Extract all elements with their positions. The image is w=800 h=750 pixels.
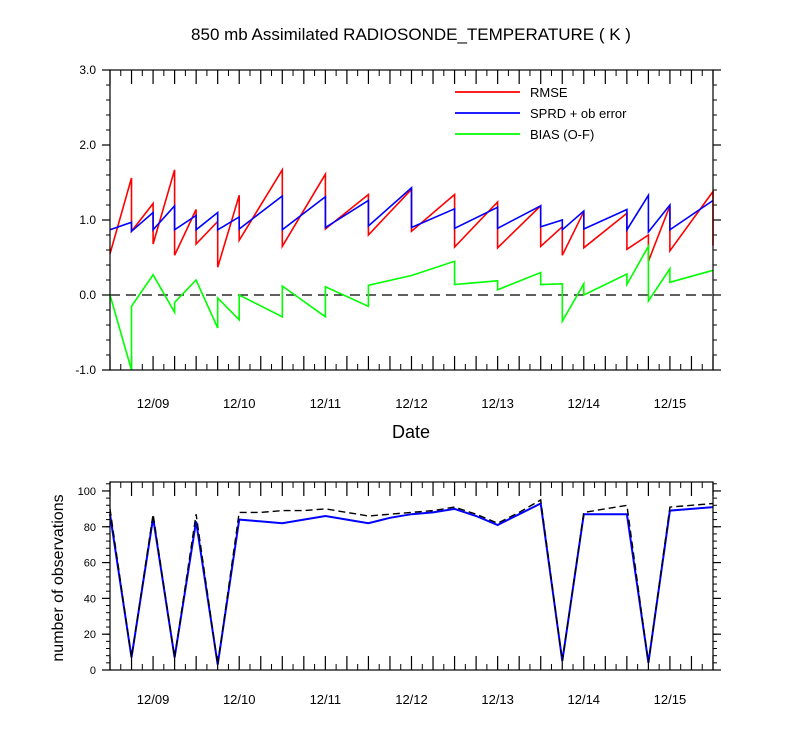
rmse-chart: 850 mb Assimilated RADIOSONDE_TEMPERATUR… [75, 25, 721, 442]
rmse-y-tick-label: 0.0 [79, 288, 96, 302]
obs-plot-frame [109, 481, 714, 671]
obs-y-tick-label: 20 [84, 629, 96, 641]
rmse-y-tick-label: 1.0 [79, 213, 96, 227]
obs-x-tick-label: 12/15 [654, 692, 687, 707]
obs-x-tick-label: 12/11 [310, 692, 342, 707]
rmse-x-tick-labels: 12/09 12/10 12/11 12/12 12/13 12/14 12/15 [137, 396, 686, 411]
obs-x-tick-label: 12/09 [137, 692, 170, 707]
legend-label: BIAS (O-F) [530, 127, 594, 142]
rmse-y-tick-labels: -1.0 0.0 1.0 2.0 3.0 [75, 63, 96, 377]
rmse-x-tick-label: 12/12 [395, 396, 428, 411]
obs-y-tick-label: 80 [84, 522, 96, 534]
series-observations-used-line [109, 501, 714, 665]
rmse-x-tick-label: 12/09 [137, 396, 170, 411]
series-bias-o-f-line [109, 243, 714, 371]
rmse-x-tick-label: 12/15 [654, 396, 687, 411]
rmse-series-layer [109, 166, 714, 371]
series-observations-possible-line [109, 498, 714, 665]
obs-x-tick-labels: 12/09 12/10 12/11 12/12 12/13 12/14 12/15 [137, 692, 686, 707]
rmse-grid-ticks [102, 69, 721, 371]
rmse-x-tick-label: 12/11 [310, 396, 342, 411]
x-axis-title: Date [392, 422, 430, 442]
chart-title: 850 mb Assimilated RADIOSONDE_TEMPERATUR… [191, 25, 631, 44]
obs-y-tick-label: 100 [78, 486, 96, 498]
obs-x-tick-label: 12/12 [395, 692, 428, 707]
rmse-x-tick-label: 12/10 [223, 396, 256, 411]
obs-x-tick-label: 12/14 [568, 692, 601, 707]
obs-x-tick-label: 12/13 [481, 692, 514, 707]
rmse-y-tick-label: -1.0 [75, 363, 96, 377]
obs-series-layer [109, 498, 714, 665]
obs-x-tick-label: 12/10 [223, 692, 256, 707]
legend: RMSE SPRD + ob error BIAS (O-F) [455, 85, 627, 142]
legend-label: SPRD + ob error [530, 106, 627, 121]
y-axis-title: number of observations [50, 494, 67, 661]
obs-y-tick-label: 0 [90, 665, 96, 677]
rmse-x-tick-label: 12/14 [568, 396, 601, 411]
rmse-plot-frame [109, 69, 714, 371]
obs-y-tick-labels: 0 20 40 60 80 100 [78, 486, 96, 677]
rmse-x-tick-label: 12/13 [481, 396, 514, 411]
obs-y-tick-label: 60 [84, 558, 96, 570]
legend-label: RMSE [530, 85, 568, 100]
series-sprd-ob-error-line [109, 186, 714, 235]
rmse-y-tick-label: 2.0 [79, 138, 96, 152]
obs-y-tick-label: 40 [84, 593, 96, 605]
rmse-y-tick-label: 3.0 [79, 63, 96, 77]
